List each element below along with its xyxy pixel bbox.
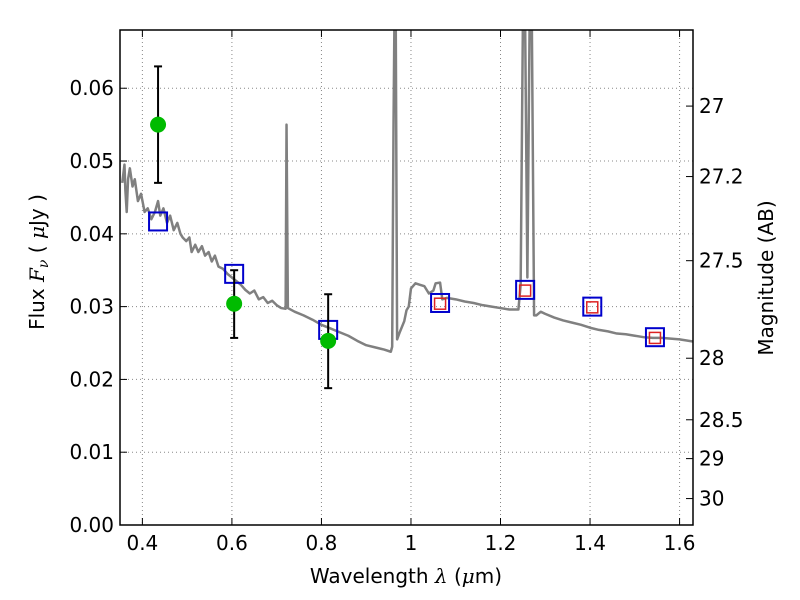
y2-tick-label: 29 — [699, 447, 724, 471]
x-tick-label: 0.8 — [306, 531, 338, 555]
plot-area — [120, 30, 693, 390]
y-tick-label: 0.02 — [69, 367, 114, 391]
model-flux-inner-square — [518, 284, 532, 297]
y2-tick-label: 30 — [699, 487, 724, 511]
model-flux-square — [515, 279, 536, 300]
model-flux-inner-square — [433, 297, 447, 310]
y-tick-label: 0.01 — [69, 440, 114, 464]
model-flux-square — [582, 296, 603, 317]
x-tick-label: 0.6 — [216, 531, 248, 555]
x-tick-label: 1.2 — [485, 531, 517, 555]
observed-point — [320, 332, 337, 349]
grid-lines — [120, 30, 693, 526]
x-tick-label: 0.4 — [126, 531, 158, 555]
y2-tick-label: 27.5 — [699, 249, 744, 273]
y-tick-label: 0.03 — [69, 295, 114, 319]
model-flux-square — [148, 211, 169, 232]
x-tick-label: 1 — [405, 531, 418, 555]
axis-ticks: 0.4 0.6 0.8 1 1.2 1.4 1.6 0.00 0.01 0.02 0.03 0.04 0… — [69, 30, 744, 555]
y-axis-label: Flux Fν ( μJy ) — [25, 194, 52, 330]
y-tick-label: 0.00 — [69, 513, 114, 537]
spectrum-line — [120, 30, 693, 353]
plot-frame — [119, 29, 694, 526]
y2-tick-label: 28 — [699, 346, 724, 370]
y-tick-label: 0.06 — [69, 76, 114, 100]
y2-tick-label: 27 — [699, 94, 724, 118]
observed-point — [226, 295, 243, 312]
y-tick-label: 0.04 — [69, 222, 114, 246]
y2-axis-label: Magnitude (AB) — [754, 200, 778, 355]
y-tick-label: 0.05 — [69, 149, 114, 173]
x-tick-label: 1.4 — [574, 531, 606, 555]
model-flux-inner-square — [648, 331, 662, 345]
model-flux-square — [430, 292, 451, 313]
y2-tick-label: 27.2 — [699, 165, 744, 189]
model-flux-inner-square — [586, 301, 599, 314]
y2-tick-label: 28.5 — [699, 408, 744, 432]
model-flux-square — [644, 327, 665, 348]
x-tick-label: 1.6 — [664, 531, 696, 555]
x-axis-label: Wavelength λ (μm) — [310, 564, 502, 588]
observed-point — [150, 116, 167, 133]
